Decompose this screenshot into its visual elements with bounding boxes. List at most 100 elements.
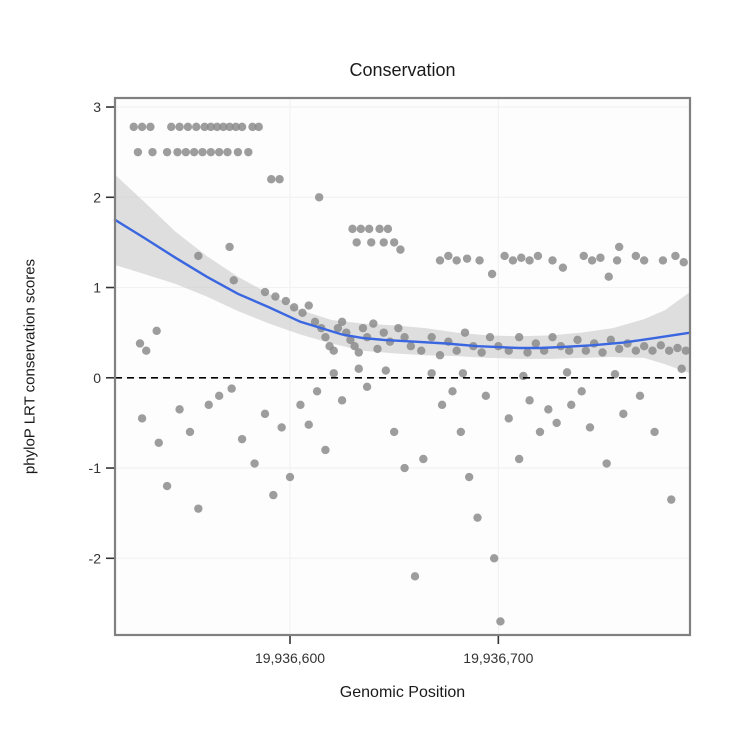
data-point xyxy=(619,409,628,419)
data-point xyxy=(237,122,247,132)
data-point xyxy=(142,346,151,355)
data-point xyxy=(277,423,286,432)
data-point xyxy=(337,396,347,405)
data-point xyxy=(358,323,368,333)
data-point xyxy=(671,251,680,261)
data-point xyxy=(523,348,532,357)
data-point xyxy=(275,175,284,184)
data-point xyxy=(367,238,376,247)
data-point xyxy=(194,251,203,261)
data-point xyxy=(460,328,470,337)
y-tick-label: 1 xyxy=(93,280,101,296)
data-point xyxy=(354,348,363,357)
data-point xyxy=(635,391,645,401)
data-point xyxy=(648,346,657,355)
chart-title: Conservation xyxy=(349,60,456,80)
data-point xyxy=(487,269,497,279)
data-point xyxy=(458,369,468,378)
data-point xyxy=(383,224,393,234)
data-point xyxy=(381,366,391,375)
data-point xyxy=(410,572,420,581)
data-point xyxy=(267,175,276,184)
data-point xyxy=(400,332,409,342)
data-point xyxy=(192,122,201,132)
data-point xyxy=(310,317,320,327)
data-point xyxy=(175,405,184,414)
data-point xyxy=(389,427,399,437)
data-point xyxy=(162,481,172,491)
data-point xyxy=(673,343,682,353)
data-point xyxy=(489,554,499,563)
data-point xyxy=(152,326,161,336)
data-point xyxy=(135,339,145,348)
data-point xyxy=(233,147,243,157)
x-tick-label: 19,936,600 xyxy=(255,650,325,666)
data-point xyxy=(548,332,557,342)
data-point xyxy=(285,472,295,482)
data-point xyxy=(681,346,691,355)
data-point xyxy=(435,256,445,265)
data-point xyxy=(544,405,553,414)
data-point xyxy=(448,387,457,396)
data-point xyxy=(500,251,509,261)
x-tick-label: 19,936,700 xyxy=(463,650,533,666)
data-point xyxy=(535,427,545,437)
data-point xyxy=(304,420,313,429)
data-point xyxy=(614,242,624,252)
data-point xyxy=(214,391,224,401)
data-point xyxy=(427,369,436,378)
data-point xyxy=(481,391,491,401)
data-point xyxy=(389,238,399,247)
data-point xyxy=(664,346,674,355)
y-tick-label: 2 xyxy=(93,189,101,205)
data-point xyxy=(631,346,641,355)
data-point xyxy=(533,251,543,261)
data-point xyxy=(552,418,561,428)
data-point xyxy=(464,472,474,482)
data-point xyxy=(354,364,363,373)
data-point xyxy=(656,341,666,350)
data-point xyxy=(548,256,557,265)
data-point xyxy=(525,396,534,405)
data-point xyxy=(181,147,191,157)
data-point xyxy=(379,328,388,337)
data-point xyxy=(610,369,620,379)
data-point xyxy=(631,251,641,261)
data-point xyxy=(394,323,403,333)
data-point xyxy=(679,258,688,267)
data-point xyxy=(677,364,686,373)
data-point xyxy=(298,308,307,317)
data-point xyxy=(525,256,534,265)
data-point xyxy=(271,292,280,301)
data-point xyxy=(346,335,355,345)
data-point xyxy=(352,238,361,247)
data-point xyxy=(602,459,611,468)
data-point xyxy=(312,387,322,396)
data-point xyxy=(296,400,305,410)
data-point xyxy=(639,256,649,265)
data-point xyxy=(596,253,605,262)
data-point xyxy=(175,122,184,132)
data-point xyxy=(237,434,247,444)
data-point xyxy=(437,400,447,410)
data-point xyxy=(204,400,213,410)
data-point xyxy=(517,253,526,262)
data-point xyxy=(248,122,257,132)
data-point xyxy=(496,617,505,626)
data-point xyxy=(146,122,155,132)
data-point xyxy=(337,317,347,327)
data-point xyxy=(167,122,176,132)
data-point xyxy=(225,242,234,252)
data-point xyxy=(329,346,338,355)
data-point xyxy=(231,122,241,132)
data-point xyxy=(375,224,384,234)
data-point xyxy=(427,332,436,342)
data-point xyxy=(137,414,147,423)
smooth-line xyxy=(113,218,692,350)
data-point xyxy=(373,344,382,354)
data-point xyxy=(587,256,597,265)
data-point xyxy=(604,272,613,281)
data-point xyxy=(185,427,195,437)
data-point xyxy=(581,346,591,355)
data-point xyxy=(369,319,378,328)
